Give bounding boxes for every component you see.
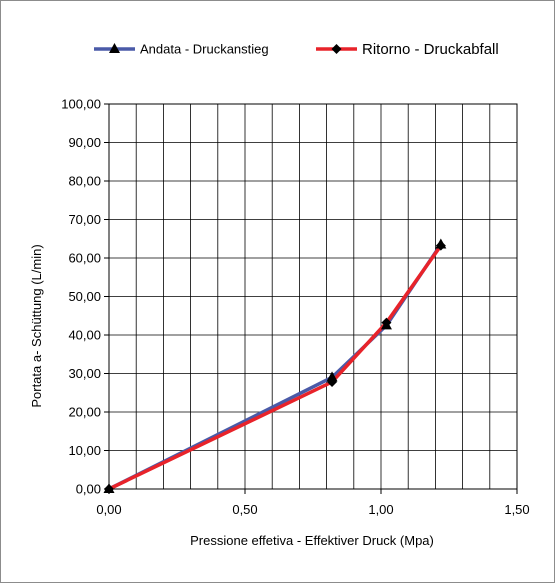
y-tick-label: 70,00 xyxy=(68,212,101,227)
y-tick-label: 20,00 xyxy=(68,405,101,420)
series-line-andata xyxy=(108,243,443,491)
y-axis-title: Portata a- Schüttung (L/min) xyxy=(29,244,44,407)
data-point-ritorno xyxy=(327,376,338,387)
markers xyxy=(103,238,447,494)
y-tick-label: 100,00 xyxy=(61,97,101,112)
legend-marker-andata xyxy=(109,43,120,53)
y-tick-label: 10,00 xyxy=(68,443,101,458)
y-tick-label: 30,00 xyxy=(68,366,101,381)
y-tick-label: 50,00 xyxy=(68,289,101,304)
x-tick-label: 0,00 xyxy=(96,502,121,517)
series xyxy=(108,243,443,491)
legend-label-ritorno: Ritorno - Druckabfall xyxy=(362,41,499,58)
y-tick-label: 80,00 xyxy=(68,174,101,189)
y-tick-label: 90,00 xyxy=(68,135,101,150)
legend: Andata - Druckanstieg Ritorno - Druckabf… xyxy=(94,41,499,58)
grid xyxy=(108,103,518,490)
x-axis-title: Pressione effetiva - Effektiver Druck (M… xyxy=(190,533,434,548)
legend-label-andata: Andata - Druckanstieg xyxy=(140,42,269,57)
x-tick-label: 1,00 xyxy=(368,502,393,517)
data-point-ritorno xyxy=(381,317,392,328)
data-point-ritorno xyxy=(104,484,114,494)
x-tick-label: 1,50 xyxy=(504,502,529,517)
legend-marker-ritorno xyxy=(331,44,342,54)
data-point-ritorno xyxy=(435,240,446,251)
x-tick-label: 0,50 xyxy=(232,502,257,517)
y-tick-label: 0,00 xyxy=(76,482,101,497)
data-point-andata xyxy=(326,371,338,382)
y-tick-label: 60,00 xyxy=(68,251,101,266)
series-line-ritorno xyxy=(108,244,443,491)
plot-area-border xyxy=(108,103,518,490)
axes: 0,00 10,00 20,00 30,00 40,00 50,00 60,00 70,00 8… xyxy=(61,97,529,518)
y-tick-label: 40,00 xyxy=(68,328,101,343)
